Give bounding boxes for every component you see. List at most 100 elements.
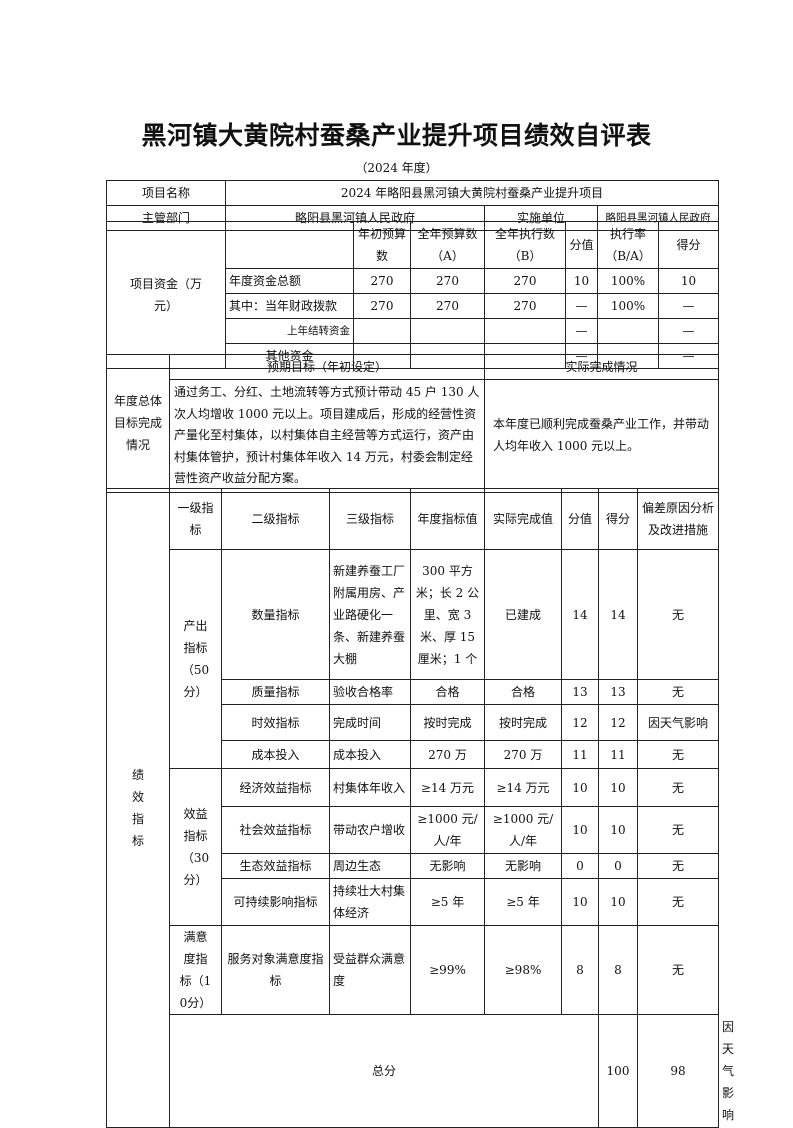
indicator-l3: 受益群众满意度	[329, 925, 411, 1015]
indicator-l3: 成本投入	[329, 740, 411, 769]
fund-weight: —	[565, 293, 598, 319]
indicator-weight: 10	[561, 768, 599, 807]
indicator-l2: 成本投入	[221, 740, 330, 769]
fund-rate: 100%	[597, 293, 659, 319]
indicator-l2: 质量指标	[221, 679, 330, 705]
fund-score: —	[658, 318, 719, 344]
fund-annual: 270	[410, 268, 485, 294]
indicator-l3: 持续壮大村集体经济	[329, 878, 411, 926]
indicator-target: ≥1000 元/人/年	[410, 806, 485, 854]
fund-executed: 270	[484, 268, 566, 294]
indicator-target: 270 万	[410, 740, 485, 769]
project-name-label: 项目名称	[106, 180, 226, 206]
indicator-l3: 带动农户增收	[329, 806, 411, 854]
indicator-l3: 村集体年收入	[329, 768, 411, 807]
indicators-table: 绩效指标 一级指标 二级指标 三级指标 年度指标值 实际完成值 分值 得分 偏差原因分析及改进措…	[106, 488, 734, 1128]
indicator-l2: 可持续影响指标	[221, 878, 330, 926]
indicator-target: 按时完成	[410, 704, 485, 741]
indicator-score: 13	[598, 679, 638, 705]
actual-goal-text: 本年度已顺利完成蚕桑产业工作，并带动人均年收入 1000 元以上。	[484, 379, 719, 493]
indicator-score: 10	[598, 806, 638, 854]
fund-weight: 10	[565, 268, 598, 294]
indicator-note: 无	[637, 806, 719, 854]
indicator-target: 无影响	[410, 853, 485, 879]
indicators-label: 绩效指标	[106, 488, 170, 1128]
funds-header: 全年预算数（A）	[410, 221, 485, 269]
indicator-actual: ≥5 年	[484, 878, 562, 926]
indicator-score: 10	[598, 768, 638, 807]
indicator-note: 无	[637, 925, 719, 1015]
funds-row: 上年结转资金 — —	[107, 318, 719, 344]
indicator-weight: 13	[561, 679, 599, 705]
funds-header: 执行率（B/A）	[597, 221, 659, 269]
indicator-l2: 社会效益指标	[221, 806, 330, 854]
project-name-value: 2024 年略阳县黑河镇大黄院村蚕桑产业提升项目	[224, 180, 720, 206]
indicator-actual: ≥98%	[484, 925, 562, 1015]
indicator-l2: 经济效益指标	[221, 768, 330, 807]
indicator-note: 无	[637, 768, 719, 807]
funds-table: 项目资金（万元） 年初预算数 全年预算数（A） 全年执行数（B） 分值 执行率（…	[106, 221, 719, 369]
indicator-weight: 8	[561, 925, 599, 1015]
indicator-header: 一级指标	[169, 488, 222, 550]
indicator-weight: 12	[561, 704, 599, 741]
funds-header-blank	[225, 221, 354, 269]
fund-annual	[410, 318, 485, 344]
indicator-l2: 服务对象满意度指标	[221, 925, 330, 1015]
indicator-target: ≥14 万元	[410, 768, 485, 807]
indicator-note: 无	[637, 853, 719, 879]
indicator-target: 300 平方米；长 2 公里、宽 3 米、厚 15 厘米；1 个	[410, 549, 485, 680]
expected-header: 预期目标（年初设定）	[169, 354, 485, 380]
fund-score: —	[658, 293, 719, 319]
indicator-score: 0	[598, 853, 638, 879]
page-title: 黑河镇大黄院村蚕桑产业提升项目绩效自评表	[141, 121, 652, 150]
funds-row: 其中：当年财政拨款 270 270 270 — 100% —	[107, 293, 719, 319]
funds-header: 分值	[565, 221, 598, 269]
indicator-row: 产出指标（50分） 数量指标 新建养蚕工厂附属用房、产业路硬化一条、新建养蚕大棚 …	[107, 549, 719, 769]
indicator-row: 生态效益指标 周边生态 无影响 无影响 0 0 无	[107, 853, 719, 879]
total-score: 98	[637, 1014, 719, 1128]
total-row: 总分 100 98 因天气影响	[107, 1014, 734, 1128]
indicator-score: 12	[598, 704, 638, 741]
expected-goal-text: 通过务工、分红、土地流转等方式预计带动 45 户 130 人次人均增收 1000…	[169, 379, 485, 493]
indicator-row: 满意度指标（10分） 服务对象满意度指标 受益群众满意度 ≥99% ≥98% 8 …	[107, 925, 719, 1015]
indicator-row: 成本投入 成本投入 270 万 270 万 11 11 无	[107, 740, 719, 769]
funds-header: 年初预算数	[353, 221, 411, 269]
fund-initial	[353, 318, 411, 344]
fund-name: 上年结转资金	[225, 318, 354, 344]
fund-executed: 270	[484, 293, 566, 319]
funds-header: 全年执行数（B）	[484, 221, 566, 269]
indicator-weight: 11	[561, 740, 599, 769]
fund-weight: —	[565, 318, 598, 344]
indicator-l2: 生态效益指标	[221, 853, 330, 879]
indicator-target: ≥99%	[410, 925, 485, 1015]
goals-table: 年度总体目标完成情况 预期目标（年初设定） 实际完成情况 通过务工、分红、土地流…	[106, 354, 719, 493]
indicator-header: 二级指标	[221, 488, 330, 550]
fund-name: 其中：当年财政拨款	[225, 293, 354, 319]
page-subtitle: （2024 年度）	[355, 161, 438, 175]
indicator-row: 可持续影响指标 持续壮大村集体经济 ≥5 年 ≥5 年 10 10 无	[107, 878, 719, 926]
funds-row: 年度资金总额 270 270 270 10 100% 10	[107, 268, 719, 294]
indicator-weight: 10	[561, 806, 599, 854]
indicator-score: 8	[598, 925, 638, 1015]
actual-header: 实际完成情况	[484, 354, 719, 380]
indicator-target: 合格	[410, 679, 485, 705]
indicator-header: 分值	[561, 488, 599, 550]
indicator-weight: 10	[561, 878, 599, 926]
indicator-actual: ≥14 万元	[484, 768, 562, 807]
indicator-actual: 已建成	[484, 549, 562, 680]
indicator-l3: 完成时间	[329, 704, 411, 741]
indicator-row: 效益指标（30分） 经济效益指标 村集体年收入 ≥14 万元 ≥14 万元 10 …	[107, 768, 719, 926]
funds-header: 得分	[658, 221, 719, 269]
fund-rate	[597, 318, 659, 344]
indicator-weight: 14	[561, 549, 599, 680]
indicator-l3: 新建养蚕工厂附属用房、产业路硬化一条、新建养蚕大棚	[329, 549, 411, 680]
indicator-header: 三级指标	[329, 488, 411, 550]
fund-annual: 270	[410, 293, 485, 319]
indicator-group-name: 效益指标（30分）	[169, 768, 222, 926]
goals-label: 年度总体目标完成情况	[106, 354, 170, 493]
project-info-table: 项目名称 2024 年略阳县黑河镇大黄院村蚕桑产业提升项目 主管部门 略阳县黑河…	[106, 180, 720, 231]
indicator-header: 得分	[598, 488, 638, 550]
indicator-note: 因天气影响	[637, 704, 719, 741]
indicator-weight: 0	[561, 853, 599, 879]
fund-name: 年度资金总额	[225, 268, 354, 294]
